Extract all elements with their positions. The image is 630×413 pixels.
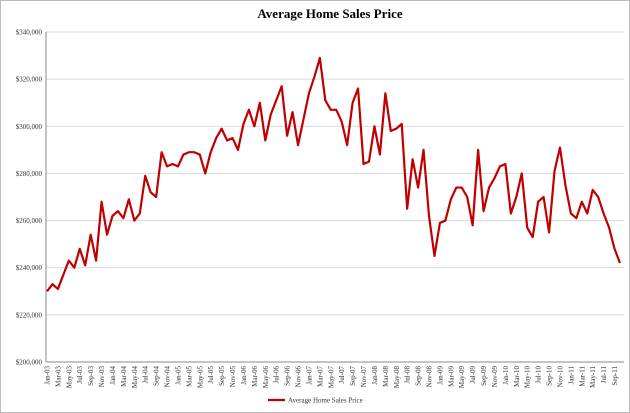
x-tick-label: Jul-08 [404,366,412,384]
x-tick-label: Jan-10 [502,366,510,385]
legend-label: Average Home Sales Price [288,397,363,405]
x-tick-label: Jul-06 [273,366,281,384]
x-tick-label: Nov-04 [164,366,172,388]
x-tick-label: Sep-08 [415,366,423,386]
x-tick-label: Jan-04 [109,366,117,385]
x-tick-label: Jan-05 [174,366,182,385]
x-tick-label: Jan-08 [371,366,379,385]
x-tick-label: Sep-04 [153,366,161,386]
x-tick-label: Mar-08 [382,366,390,387]
x-tick-label: Nov-08 [426,366,434,388]
x-tick-label: Nov-09 [491,366,499,388]
x-tick-label: Jan-03 [44,366,52,385]
x-tick-label: Jul-10 [535,366,543,384]
x-tick-label: May-11 [589,366,597,388]
x-tick-label: Jul-09 [469,366,477,384]
x-tick-label: Jul-04 [142,366,150,384]
x-tick-label: Jan-11 [567,366,575,385]
x-tick-label: Jan-07 [305,366,313,385]
x-tick-label: Mar-07 [316,366,324,387]
x-tick-label: Jul-05 [207,366,215,384]
x-tick-label: Nov-03 [98,366,106,388]
chart-title: Average Home Sales Price [257,6,402,21]
series-line [46,56,622,292]
y-tick-label: $220,000 [16,311,43,319]
x-tick-label: Mar-10 [513,366,521,387]
x-tick-label: Sep-03 [87,366,95,386]
x-tick-label: Jul-03 [76,366,84,384]
x-tick-label: Sep-05 [218,366,226,386]
x-tick-label: Nov-10 [556,366,564,388]
x-tick-label: Nov-07 [360,366,368,388]
x-tick-label: Sep-10 [546,366,554,386]
x-tick-label: Sep-09 [480,366,488,386]
x-tick-label: Sep-07 [349,366,357,386]
x-tick-label: Sep-11 [611,366,619,386]
x-tick-label: Jul-11 [600,366,608,384]
x-tick-label: May-07 [327,366,335,389]
x-tick-label: Jan-09 [436,366,444,385]
x-tick-label: May-06 [262,366,270,389]
x-tick-label: Mar-11 [578,366,586,387]
x-tick-label: Mar-09 [447,366,455,387]
x-tick-label: Jul-07 [338,366,346,384]
x-tick-label: Jan-06 [240,366,248,385]
x-tick-label: May-04 [131,366,139,389]
y-tick-label: $300,000 [16,123,43,131]
x-tick-label: May-10 [524,366,532,389]
x-tick-label: Nov-05 [229,366,237,388]
y-tick-label: $200,000 [16,359,43,367]
x-tick-label: Nov-06 [295,366,303,388]
x-tick-label: Mar-04 [120,366,128,387]
x-tick-label: Mar-05 [185,366,193,387]
y-tick-label: $240,000 [16,264,43,272]
x-tick-label: Sep-06 [284,366,292,386]
x-tick-label: Mar-03 [54,366,62,387]
y-tick-label: $340,000 [16,29,43,37]
y-tick-label: $280,000 [16,170,43,178]
x-tick-label: May-05 [196,366,204,389]
x-tick-label: May-08 [393,366,401,389]
y-tick-label: $260,000 [16,217,43,225]
y-tick-label: $320,000 [16,76,43,84]
x-tick-label: May-03 [65,366,73,389]
x-tick-label: May-09 [458,366,466,389]
x-tick-label: Mar-06 [251,366,259,387]
